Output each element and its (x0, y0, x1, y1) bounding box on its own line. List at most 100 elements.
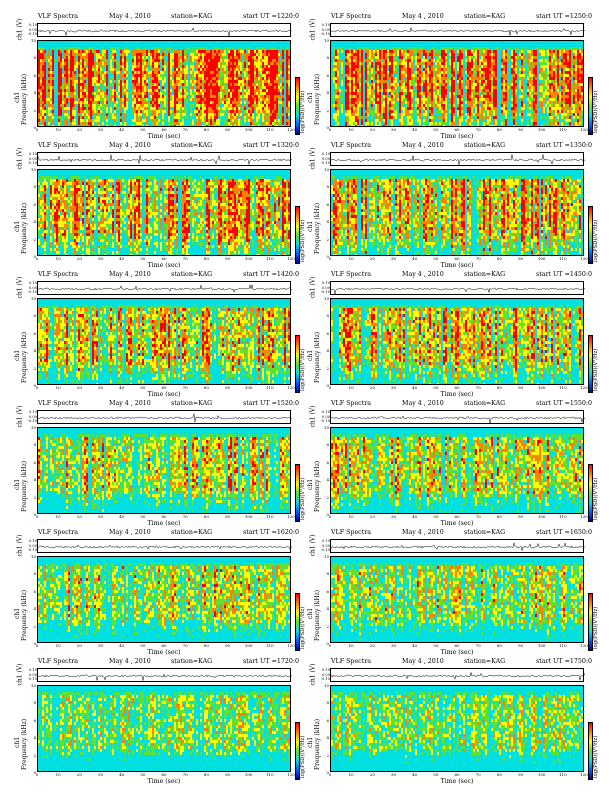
heatmap-cell (164, 95, 167, 99)
heatmap-cell (186, 74, 189, 78)
heatmap-cell (224, 56, 227, 60)
heatmap-cell (335, 65, 338, 69)
heatmap-cell (134, 65, 137, 69)
heatmap-cell (112, 80, 115, 84)
heatmap-cell (108, 56, 111, 60)
heatmap-cell (375, 116, 378, 120)
heatmap-cell (132, 104, 135, 108)
heatmap-cell (220, 53, 223, 57)
heatmap-cell (381, 47, 384, 51)
heatmap-cell (391, 116, 394, 120)
heatmap-cell (118, 119, 121, 123)
heatmap-cell (158, 98, 161, 102)
heatmap-cell (84, 104, 87, 108)
heatmap-cell (353, 44, 356, 48)
heatmap-cell (82, 107, 85, 111)
heatmap-cell (174, 41, 177, 45)
heatmap-cell (244, 125, 247, 126)
heatmap-cell (80, 119, 83, 123)
heatmap-cell (242, 74, 245, 78)
heatmap-cell (369, 104, 372, 108)
heatmap-cell (415, 125, 418, 126)
heatmap-cell (264, 86, 267, 90)
heatmap-cell (375, 47, 378, 51)
heatmap-cell (349, 119, 352, 123)
heatmap-cell (178, 116, 181, 120)
heatmap-cell (339, 125, 342, 126)
heatmap-cell (148, 113, 151, 117)
heatmap-cell (288, 122, 290, 126)
heatmap-cell (415, 101, 418, 105)
heatmap-cell (60, 122, 63, 126)
heatmap-cell (196, 116, 199, 120)
heatmap-cell (256, 77, 259, 81)
heatmap-cell (232, 59, 235, 63)
heatmap-cell (272, 53, 275, 57)
heatmap-cell (112, 116, 115, 120)
heatmap-cell (194, 86, 197, 90)
heatmap-cell (196, 50, 199, 54)
heatmap-cell (365, 110, 368, 114)
heatmap-cell (176, 53, 179, 57)
heatmap-cell (278, 104, 281, 108)
heatmap-cell (122, 68, 125, 72)
heatmap-cell (341, 50, 344, 54)
heatmap-cell (204, 101, 207, 105)
heatmap-cell (276, 86, 279, 90)
heatmap-cell (397, 59, 400, 63)
heatmap-cell (399, 83, 402, 87)
heatmap-cell (218, 125, 221, 126)
heatmap-cell (70, 89, 73, 93)
heatmap-cell (44, 74, 47, 78)
heatmap-cell (116, 89, 119, 93)
heatmap-cell (144, 41, 147, 45)
heatmap-cell (343, 86, 346, 90)
heatmap-cell (337, 80, 340, 84)
heatmap-cell (52, 47, 55, 51)
heatmap-cell (264, 98, 267, 102)
heatmap-cell (371, 80, 374, 84)
heatmap-cell (393, 71, 396, 75)
heatmap-cell (202, 104, 205, 108)
heatmap-cell (210, 53, 213, 57)
heatmap-cell (90, 59, 93, 63)
heatmap-cell (72, 47, 75, 51)
heatmap-cell (124, 86, 127, 90)
heatmap-cell (138, 47, 141, 51)
heatmap-cell (401, 125, 404, 126)
heatmap-cell (230, 107, 233, 111)
heatmap-cell (108, 80, 111, 84)
heatmap-cell (84, 41, 87, 45)
heatmap-cell (156, 86, 159, 90)
heatmap-cell (228, 53, 231, 57)
heatmap-cell (230, 104, 233, 108)
heatmap-cell (246, 101, 249, 105)
heatmap-cell (236, 56, 239, 60)
heatmap-cell (120, 92, 123, 96)
heatmap-cell (92, 86, 95, 90)
heatmap-cell (282, 80, 285, 84)
heatmap-cell (88, 122, 91, 126)
heatmap-cell (68, 86, 71, 90)
heatmap-cell (226, 77, 229, 81)
heatmap-cell (367, 83, 370, 87)
heatmap-cell (106, 80, 109, 84)
time-tick: 70 (183, 127, 188, 132)
heatmap-cell (274, 80, 277, 84)
heatmap-cell (226, 44, 229, 48)
heatmap-cell (333, 56, 336, 60)
heatmap-cell (196, 122, 199, 126)
heatmap-cell (164, 122, 167, 126)
heatmap-cell (126, 116, 129, 120)
heatmap-cell (186, 98, 189, 102)
heatmap-cell (136, 95, 139, 99)
heatmap-cell (363, 86, 366, 90)
heatmap-cell (74, 83, 77, 87)
heatmap-cell (126, 80, 129, 84)
heatmap-cell (206, 98, 209, 102)
heatmap-cell (345, 62, 348, 66)
heatmap-cell (138, 77, 141, 81)
heatmap-cell (138, 98, 141, 102)
heatmap-cell (377, 53, 380, 57)
heatmap-cell (212, 95, 215, 99)
